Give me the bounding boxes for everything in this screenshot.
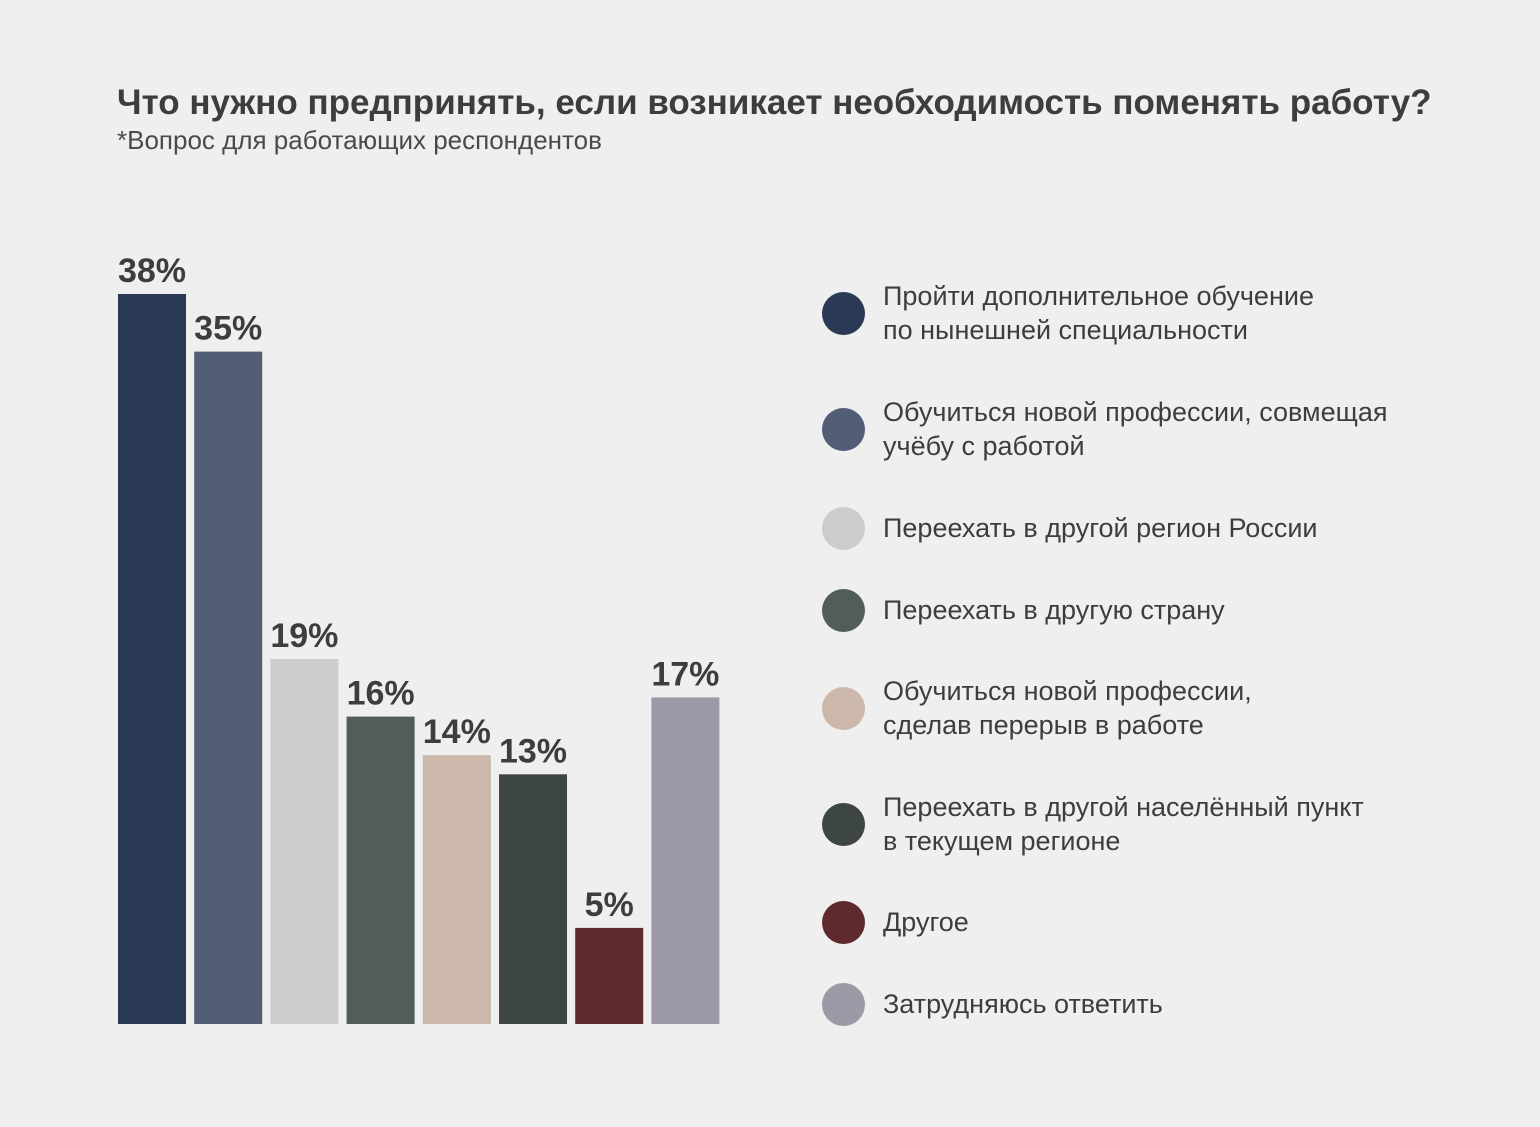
legend-item-8: Затрудняюсь ответить xyxy=(822,982,1462,1026)
legend-label-8: Затрудняюсь ответить xyxy=(883,989,1163,1019)
bar-6 xyxy=(499,774,567,1024)
legend-swatch-2 xyxy=(822,407,865,451)
legend-label-1: Пройти дополнительное обучение по нынешн… xyxy=(883,281,1314,345)
legend-label-3: Переехать в другой регион России xyxy=(883,513,1318,543)
legend-label-5: Обучиться новой профессии, сделав переры… xyxy=(883,676,1252,740)
legend-swatch-3 xyxy=(822,506,865,550)
bar-5 xyxy=(422,755,491,1024)
bar-3 xyxy=(270,659,339,1024)
bar-1 xyxy=(118,294,186,1024)
legend-label-6: Переехать в другой населённый пункт в те… xyxy=(883,792,1364,856)
bar-value-label-4: 16% xyxy=(347,675,415,713)
legend-label-4: Переехать в другую страну xyxy=(883,595,1225,625)
chart-title: Что нужно предпринять, если возникает не… xyxy=(117,83,1432,122)
bar-chart: 38%35% 19%16%14%13% 5% 17% xyxy=(118,252,720,1025)
bar-2 xyxy=(194,351,263,1025)
bar-value-label-1: 38% xyxy=(118,252,186,290)
legend-item-3: Переехать в другой регион России xyxy=(822,506,1462,550)
legend-label-7: Другое xyxy=(883,907,969,937)
chart-subtitle: *Вопрос для работающих респондентов xyxy=(117,125,602,155)
legend-swatch-5 xyxy=(822,686,865,730)
bar-value-label-6: 13% xyxy=(499,732,567,770)
legend-item-5: Обучиться новой профессии, сделав переры… xyxy=(822,674,1462,742)
bar-value-label-8: 17% xyxy=(651,655,719,693)
legend-item-1: Пройти дополнительное обучение по нынешн… xyxy=(822,279,1462,347)
bar-value-label-3: 19% xyxy=(270,617,338,655)
legend-item-6: Переехать в другой населённый пункт в те… xyxy=(822,790,1462,858)
bar-value-label-5: 14% xyxy=(423,713,491,751)
legend-swatch-7 xyxy=(822,900,865,944)
legend-label-2: Обучиться новой профессии, совмещая учёб… xyxy=(883,397,1388,461)
legend-item-7: Другое xyxy=(822,900,1462,944)
legend-swatch-8 xyxy=(822,982,865,1026)
legend-item-4: Переехать в другую страну xyxy=(822,588,1462,632)
bar-4 xyxy=(346,716,415,1024)
bar-value-label-7: 5% xyxy=(585,886,634,924)
legend-swatch-6 xyxy=(822,802,865,846)
legend-swatch-1 xyxy=(822,291,865,335)
legend-item-2: Обучиться новой профессии, совмещая учёб… xyxy=(822,395,1462,463)
bar-8 xyxy=(651,697,720,1024)
bar-7 xyxy=(575,927,644,1024)
legend-swatch-4 xyxy=(822,588,865,632)
bar-value-label-2: 35% xyxy=(194,310,262,348)
